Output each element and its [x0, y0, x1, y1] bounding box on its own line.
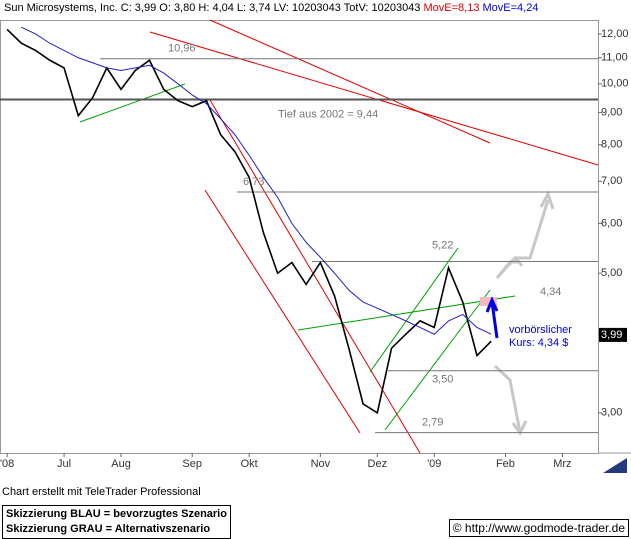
legend-box: Skizzierung BLAU = bevorzugtes Szenario …	[2, 505, 231, 539]
x-tick-label: Okt	[241, 458, 258, 470]
trend-line	[297, 295, 516, 331]
plot-area	[0, 20, 599, 454]
y-tick-label: 9,00	[601, 107, 622, 119]
trend-line	[369, 247, 459, 373]
trend-line	[384, 289, 491, 431]
x-tick-label: '08	[0, 458, 14, 470]
trend-line	[209, 19, 491, 144]
y-tick-label: 8,00	[601, 139, 622, 151]
grey-arrow	[495, 255, 524, 279]
x-tick-label: Dez	[368, 458, 388, 470]
y-tick-label: 11,00	[601, 52, 628, 64]
y-tick-label: 3,00	[601, 407, 622, 419]
price-line	[21, 26, 492, 335]
annotation: vorbörslicher	[509, 324, 572, 336]
level-label: Tief aus 2002 = 9,44	[278, 108, 378, 120]
x-tick-label: Mrz	[553, 458, 571, 470]
price-line	[6, 28, 492, 415]
y-tick-label: 7,00	[601, 175, 622, 187]
y-tick-label: 10,00	[601, 78, 629, 90]
trend-line	[204, 189, 361, 434]
last-price-label: 3,99	[601, 329, 622, 341]
legend-grey: Skizzierung GRAU = Alternativszenario	[6, 523, 211, 535]
level-label: 6,73	[243, 176, 264, 188]
blue-arrow	[485, 296, 499, 339]
level-label: 10,96	[168, 43, 196, 55]
x-tick-label: Nov	[311, 458, 331, 470]
y-tick-label: 5,00	[601, 267, 622, 279]
chart-title: Sun Microsystems, Inc. C: 3,99 O: 3,80 H…	[4, 2, 538, 14]
level-label: 3,50	[432, 374, 453, 386]
level-label: 2,79	[422, 417, 443, 429]
legend-blue: Skizzierung BLAU = bevorzugtes Szenario	[6, 508, 227, 520]
x-tick-label: Jul	[57, 458, 71, 470]
last-price-box	[599, 327, 627, 342]
source: © http://www.godmode-trader.de	[448, 519, 629, 537]
level-label: 5,22	[432, 239, 453, 251]
ma-label: MovE=8,13	[423, 2, 479, 14]
annotation: Kurs: 4,34 $	[509, 337, 568, 349]
level-label: 4,34	[540, 286, 561, 298]
trend-lines	[79, 19, 599, 454]
target-zone	[480, 297, 497, 306]
y-tick-label: 6,00	[601, 217, 622, 229]
x-tick-label: '09	[427, 458, 441, 470]
title-text: Sun Microsystems, Inc. C: 3,99 O: 3,80 H…	[4, 2, 420, 14]
x-tick-label: Aug	[111, 458, 131, 470]
trend-line	[79, 83, 186, 123]
credit: Chart erstellt mit TeleTrader Profession…	[2, 486, 201, 498]
trend-line	[149, 31, 599, 166]
logo	[603, 458, 627, 473]
ma-label: MovE=4,24	[483, 2, 539, 14]
trend-line	[209, 99, 421, 454]
x-tick-label: Feb	[496, 458, 515, 470]
x-tick-label: Sep	[182, 458, 202, 470]
y-tick-label: 12,00	[601, 28, 629, 40]
chart: Sun Microsystems, Inc. C: 3,99 O: 3,80 H…	[0, 2, 631, 473]
